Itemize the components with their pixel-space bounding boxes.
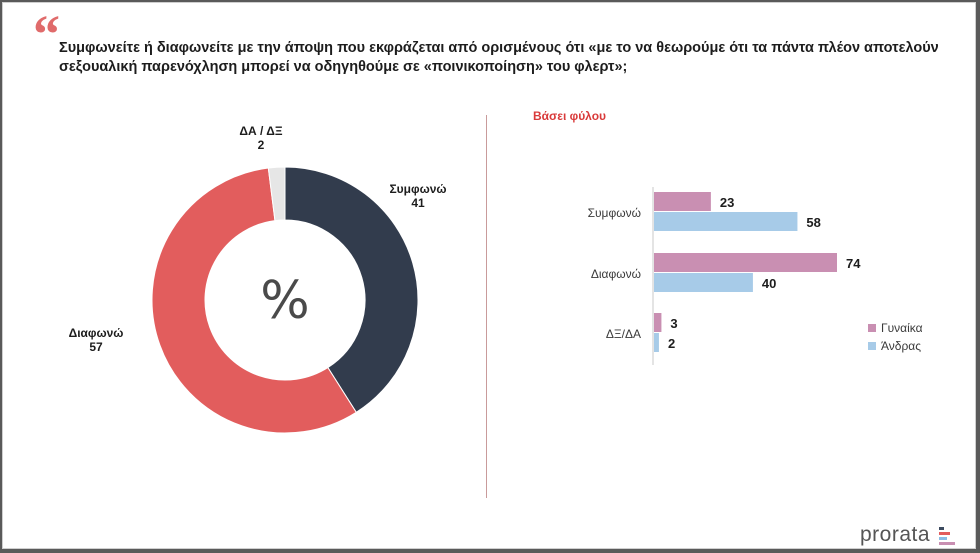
prorata-logo-mark-icon: [939, 527, 957, 545]
bar-συμφωνώ-γυναίκα: [654, 192, 711, 211]
bar-δξ-δα-άνδρας: [654, 333, 659, 352]
donut-label-διαφωνώ: Διαφωνώ: [69, 326, 124, 340]
legend-swatch-γυναίκα: [868, 324, 876, 332]
bar-category-συμφωνώ: Συμφωνώ: [588, 206, 641, 220]
bar-value-δξ-δα-γυναίκα: 3: [670, 316, 677, 331]
bar-value-συμφωνώ-γυναίκα: 23: [720, 195, 734, 210]
quote-mark-icon: “: [33, 4, 60, 64]
bar-διαφωνώ-γυναίκα: [654, 253, 837, 272]
donut-label-δα-δξ: ΔΑ / ΔΞ: [239, 124, 282, 138]
donut-slice-δα-δξ: [267, 166, 286, 222]
legend-label-άνδρας: Άνδρας: [881, 339, 921, 353]
divider: [486, 115, 487, 498]
bar-category-δξ-δα: ΔΞ/ΔΑ: [606, 327, 641, 341]
donut-value-δα-δξ: 2: [258, 138, 265, 152]
bar-value-συμφωνώ-άνδρας: 58: [806, 215, 820, 230]
bar-section-title: Βάσει φύλου: [533, 109, 607, 123]
donut-value-συμφωνώ: 41: [411, 196, 425, 210]
survey-question: Συμφωνείτε ή διαφωνείτε με την άποψη που…: [59, 40, 939, 75]
donut-slice-συμφωνώ: [284, 166, 419, 413]
donut-value-διαφωνώ: 57: [89, 340, 103, 354]
bar-δξ-δα-γυναίκα: [654, 313, 662, 332]
legend-swatch-άνδρας: [868, 342, 876, 350]
bar-value-δξ-δα-άνδρας: 2: [668, 336, 675, 351]
bar-συμφωνώ-άνδρας: [654, 212, 798, 231]
prorata-logo: prorata: [860, 523, 931, 546]
bar-διαφωνώ-άνδρας: [654, 273, 753, 292]
bar-category-διαφωνώ: Διαφωνώ: [591, 267, 641, 281]
donut-slice-διαφωνώ: [151, 167, 357, 434]
donut-center-percent: %: [260, 271, 309, 331]
legend-label-γυναίκα: Γυναίκα: [881, 321, 923, 335]
bar-value-διαφωνώ-γυναίκα: 74: [846, 256, 861, 271]
bar-value-διαφωνώ-άνδρας: 40: [762, 276, 776, 291]
donut-label-συμφωνώ: Συμφωνώ: [389, 182, 446, 196]
